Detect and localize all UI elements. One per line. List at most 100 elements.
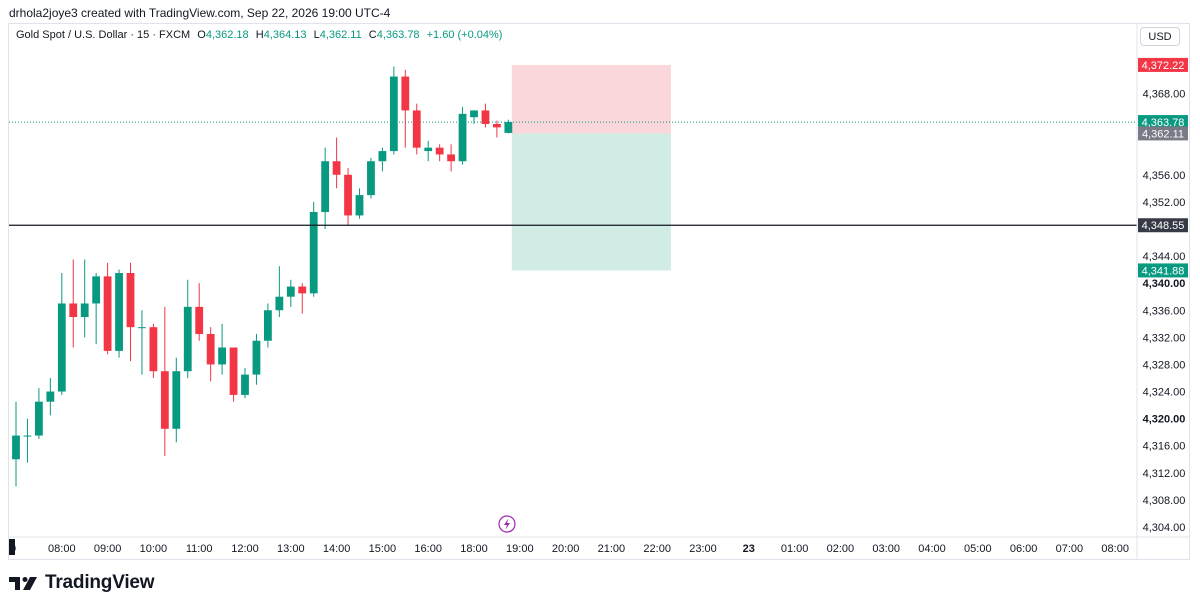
candle-body xyxy=(275,296,284,311)
x-tick-label: 08:00 xyxy=(1101,543,1129,555)
candle-body xyxy=(321,161,330,213)
candle-body xyxy=(264,310,272,341)
close-value: 4,363.78 xyxy=(376,29,420,41)
x-tick-label: 15:00 xyxy=(369,543,397,555)
candle xyxy=(264,303,272,348)
y-tick-label: 4,368.00 xyxy=(1143,89,1186,101)
candle xyxy=(389,66,398,155)
candle xyxy=(481,103,490,128)
candle xyxy=(172,357,181,443)
candle-body xyxy=(367,161,375,196)
candle xyxy=(46,377,55,416)
candle xyxy=(504,119,513,134)
currency-button[interactable]: USD xyxy=(1140,27,1180,46)
candle xyxy=(344,168,352,226)
candle xyxy=(23,418,32,463)
symbol-name[interactable]: Gold Spot / U.S. Dollar · 15 · FXCM xyxy=(16,29,191,41)
candle-body xyxy=(172,371,181,429)
brand-name: TradingView xyxy=(45,572,155,593)
candle-body xyxy=(344,174,352,216)
candle-body xyxy=(241,374,249,395)
symbol-legend[interactable]: Gold Spot / U.S. Dollar · 15 · FXCM O4,3… xyxy=(16,29,502,41)
y-tick-label: 4,308.00 xyxy=(1143,495,1186,507)
candle-body xyxy=(424,147,433,152)
low-label: L xyxy=(313,29,320,41)
candle xyxy=(367,157,375,199)
brand: TradingView xyxy=(9,572,155,594)
y-tick-label: 4,336.00 xyxy=(1143,305,1186,317)
candle-body xyxy=(138,327,146,329)
price-axis-label-text: 4,363.78 xyxy=(1142,117,1185,129)
x-tick-label: 23 xyxy=(743,543,755,555)
chart-frame xyxy=(8,23,1190,560)
candle xyxy=(12,401,20,487)
open-value: 4,362.18 xyxy=(205,29,249,41)
x-tick-label: 09:00 xyxy=(94,543,122,555)
stop-loss-zone xyxy=(511,64,671,134)
x-tick-label: 22:00 xyxy=(643,543,671,555)
y-tick-label: 4,352.00 xyxy=(1143,197,1186,209)
candle-body xyxy=(23,435,32,437)
y-tick-label: 4,332.00 xyxy=(1143,332,1186,344)
chart-caption: drhola2joye3 created with TradingView.co… xyxy=(9,6,391,20)
candle xyxy=(286,279,295,307)
x-tick-label: 07:00 xyxy=(1056,543,1084,555)
candle-body xyxy=(35,401,43,436)
candle-body xyxy=(206,333,215,365)
candle xyxy=(229,347,238,402)
candle xyxy=(493,120,501,138)
candle xyxy=(35,388,43,439)
x-tick-label: 04:00 xyxy=(918,543,946,555)
candle xyxy=(57,272,66,395)
price-axis-label-text: 4,341.88 xyxy=(1142,265,1185,277)
x-tick-label: 14:00 xyxy=(323,543,351,555)
price-axis-label-text: 4,372.22 xyxy=(1142,60,1185,72)
candle-body xyxy=(115,272,123,351)
candle xyxy=(206,327,215,382)
price-axis-label-bg xyxy=(1138,57,1188,72)
candle xyxy=(252,333,261,385)
low-value: 4,362.11 xyxy=(319,29,362,41)
x-tick-label: 13:00 xyxy=(277,543,305,555)
candle-body xyxy=(195,306,204,334)
x-tick-label: 01:00 xyxy=(781,543,809,555)
x-tick-label: 02:00 xyxy=(827,543,855,555)
price-axis-label: 4,341.88 xyxy=(1138,263,1188,278)
x-tick-label: 03:00 xyxy=(872,543,900,555)
price-axis-label-text: 4,348.55 xyxy=(1142,220,1185,232)
candle xyxy=(332,137,341,189)
candle-body xyxy=(286,286,295,297)
x-tick-label: 18:00 xyxy=(460,543,488,555)
candle xyxy=(115,269,123,358)
candle-body xyxy=(470,110,478,118)
candle xyxy=(470,110,478,124)
x-tick-label: 08:00 xyxy=(48,543,76,555)
candle xyxy=(92,272,101,345)
candle xyxy=(80,259,89,338)
y-tick-label: 4,340.00 xyxy=(1143,278,1186,290)
candle-body xyxy=(298,286,307,294)
candle xyxy=(126,262,135,362)
x-tick-label: 11:00 xyxy=(186,543,213,555)
high-value: 4,364.13 xyxy=(263,29,307,41)
x-tick-label: 06:00 xyxy=(1010,543,1038,555)
y-tick-label: 4,304.00 xyxy=(1143,522,1186,534)
x-tick-label: 16:00 xyxy=(414,543,442,555)
take-profit-zone xyxy=(511,133,671,271)
high-label: H xyxy=(255,29,264,41)
candle-body xyxy=(355,195,364,216)
candle-body xyxy=(389,76,398,152)
candle-body xyxy=(12,435,20,460)
candle-body xyxy=(332,161,341,175)
candle xyxy=(160,306,169,456)
x-tick-label: 19:00 xyxy=(506,543,534,555)
candle xyxy=(435,144,444,162)
candle-body xyxy=(504,122,513,133)
lightning-icon[interactable] xyxy=(498,515,516,533)
candle-body xyxy=(493,123,501,128)
candle xyxy=(138,310,146,375)
candle xyxy=(309,201,318,297)
x-tick-label: 21:00 xyxy=(598,543,626,555)
candle xyxy=(447,144,455,172)
